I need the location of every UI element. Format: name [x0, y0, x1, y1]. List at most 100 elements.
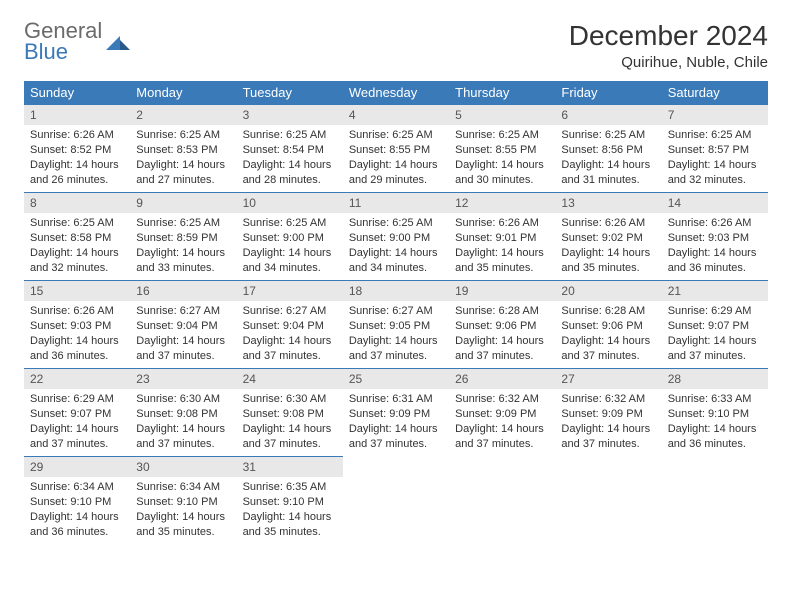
sunrise-line: Sunrise: 6:27 AM [243, 304, 337, 319]
daylight-line: Daylight: 14 hours and 37 minutes. [349, 422, 443, 452]
sunset-line: Sunset: 9:02 PM [561, 231, 655, 246]
calendar-cell-empty [555, 457, 661, 545]
sunset-line: Sunset: 9:03 PM [30, 319, 124, 334]
sunset-line: Sunset: 9:07 PM [30, 407, 124, 422]
daylight-line: Daylight: 14 hours and 35 minutes. [455, 246, 549, 276]
sunrise-line: Sunrise: 6:25 AM [668, 128, 762, 143]
day-number: 10 [237, 193, 343, 213]
daylight-line: Daylight: 14 hours and 37 minutes. [349, 334, 443, 364]
sunset-line: Sunset: 9:00 PM [349, 231, 443, 246]
day-number: 20 [555, 281, 661, 301]
day-number: 21 [662, 281, 768, 301]
sunrise-line: Sunrise: 6:25 AM [561, 128, 655, 143]
calendar-cell: 20Sunrise: 6:28 AMSunset: 9:06 PMDayligh… [555, 281, 661, 369]
day-number: 30 [130, 457, 236, 477]
sunrise-line: Sunrise: 6:25 AM [136, 216, 230, 231]
sunset-line: Sunset: 9:04 PM [243, 319, 337, 334]
sunset-line: Sunset: 9:05 PM [349, 319, 443, 334]
weekday-header: Monday [130, 81, 236, 105]
day-content: Sunrise: 6:26 AMSunset: 9:03 PMDaylight:… [24, 301, 130, 367]
calendar-cell: 16Sunrise: 6:27 AMSunset: 9:04 PMDayligh… [130, 281, 236, 369]
daylight-line: Daylight: 14 hours and 37 minutes. [455, 334, 549, 364]
sunrise-line: Sunrise: 6:29 AM [30, 392, 124, 407]
sunset-line: Sunset: 8:53 PM [136, 143, 230, 158]
day-number: 17 [237, 281, 343, 301]
sunrise-line: Sunrise: 6:35 AM [243, 480, 337, 495]
daylight-line: Daylight: 14 hours and 37 minutes. [561, 422, 655, 452]
calendar-cell: 13Sunrise: 6:26 AMSunset: 9:02 PMDayligh… [555, 193, 661, 281]
sunrise-line: Sunrise: 6:25 AM [243, 216, 337, 231]
calendar-cell: 17Sunrise: 6:27 AMSunset: 9:04 PMDayligh… [237, 281, 343, 369]
day-content: Sunrise: 6:33 AMSunset: 9:10 PMDaylight:… [662, 389, 768, 455]
day-number: 27 [555, 369, 661, 389]
sunrise-line: Sunrise: 6:25 AM [349, 128, 443, 143]
daylight-line: Daylight: 14 hours and 36 minutes. [30, 510, 124, 540]
day-content: Sunrise: 6:25 AMSunset: 8:53 PMDaylight:… [130, 125, 236, 191]
sunset-line: Sunset: 9:10 PM [243, 495, 337, 510]
day-content: Sunrise: 6:34 AMSunset: 9:10 PMDaylight:… [24, 477, 130, 543]
day-number: 8 [24, 193, 130, 213]
day-number: 23 [130, 369, 236, 389]
weekday-header: Tuesday [237, 81, 343, 105]
day-number: 12 [449, 193, 555, 213]
day-number: 1 [24, 105, 130, 125]
day-content: Sunrise: 6:28 AMSunset: 9:06 PMDaylight:… [555, 301, 661, 367]
daylight-line: Daylight: 14 hours and 35 minutes. [561, 246, 655, 276]
daylight-line: Daylight: 14 hours and 29 minutes. [349, 158, 443, 188]
daylight-line: Daylight: 14 hours and 27 minutes. [136, 158, 230, 188]
sunset-line: Sunset: 9:08 PM [136, 407, 230, 422]
day-content: Sunrise: 6:25 AMSunset: 8:56 PMDaylight:… [555, 125, 661, 191]
calendar-cell: 23Sunrise: 6:30 AMSunset: 9:08 PMDayligh… [130, 369, 236, 457]
calendar-row: 1Sunrise: 6:26 AMSunset: 8:52 PMDaylight… [24, 105, 768, 193]
day-number: 3 [237, 105, 343, 125]
sunrise-line: Sunrise: 6:25 AM [349, 216, 443, 231]
sunset-line: Sunset: 9:10 PM [136, 495, 230, 510]
calendar-cell: 26Sunrise: 6:32 AMSunset: 9:09 PMDayligh… [449, 369, 555, 457]
sunrise-line: Sunrise: 6:34 AM [30, 480, 124, 495]
weekday-header: Wednesday [343, 81, 449, 105]
sunrise-line: Sunrise: 6:33 AM [668, 392, 762, 407]
day-content: Sunrise: 6:25 AMSunset: 8:55 PMDaylight:… [449, 125, 555, 191]
sunrise-line: Sunrise: 6:29 AM [668, 304, 762, 319]
daylight-line: Daylight: 14 hours and 26 minutes. [30, 158, 124, 188]
weekday-header: Sunday [24, 81, 130, 105]
sunset-line: Sunset: 9:09 PM [561, 407, 655, 422]
sunset-line: Sunset: 9:03 PM [668, 231, 762, 246]
day-content: Sunrise: 6:34 AMSunset: 9:10 PMDaylight:… [130, 477, 236, 543]
weekday-header-row: Sunday Monday Tuesday Wednesday Thursday… [24, 81, 768, 105]
day-number: 29 [24, 457, 130, 477]
daylight-line: Daylight: 14 hours and 33 minutes. [136, 246, 230, 276]
day-content: Sunrise: 6:32 AMSunset: 9:09 PMDaylight:… [449, 389, 555, 455]
weekday-header: Saturday [662, 81, 768, 105]
day-number: 31 [237, 457, 343, 477]
sunset-line: Sunset: 9:01 PM [455, 231, 549, 246]
calendar-table: Sunday Monday Tuesday Wednesday Thursday… [24, 81, 768, 545]
sunrise-line: Sunrise: 6:30 AM [243, 392, 337, 407]
location: Quirihue, Nuble, Chile [569, 54, 768, 71]
day-content: Sunrise: 6:30 AMSunset: 9:08 PMDaylight:… [237, 389, 343, 455]
sunrise-line: Sunrise: 6:26 AM [455, 216, 549, 231]
calendar-cell: 29Sunrise: 6:34 AMSunset: 9:10 PMDayligh… [24, 457, 130, 545]
day-number: 7 [662, 105, 768, 125]
daylight-line: Daylight: 14 hours and 32 minutes. [668, 158, 762, 188]
day-number: 14 [662, 193, 768, 213]
day-number: 24 [237, 369, 343, 389]
logo-text-blue: Blue [24, 41, 102, 63]
day-number: 19 [449, 281, 555, 301]
sunrise-line: Sunrise: 6:26 AM [668, 216, 762, 231]
calendar-cell: 4Sunrise: 6:25 AMSunset: 8:55 PMDaylight… [343, 105, 449, 193]
sunset-line: Sunset: 9:09 PM [455, 407, 549, 422]
sunrise-line: Sunrise: 6:28 AM [455, 304, 549, 319]
day-content: Sunrise: 6:29 AMSunset: 9:07 PMDaylight:… [24, 389, 130, 455]
sunset-line: Sunset: 9:09 PM [349, 407, 443, 422]
day-number: 4 [343, 105, 449, 125]
day-content: Sunrise: 6:26 AMSunset: 8:52 PMDaylight:… [24, 125, 130, 191]
daylight-line: Daylight: 14 hours and 34 minutes. [349, 246, 443, 276]
daylight-line: Daylight: 14 hours and 37 minutes. [136, 334, 230, 364]
day-content: Sunrise: 6:25 AMSunset: 8:54 PMDaylight:… [237, 125, 343, 191]
day-content: Sunrise: 6:26 AMSunset: 9:01 PMDaylight:… [449, 213, 555, 279]
calendar-cell: 3Sunrise: 6:25 AMSunset: 8:54 PMDaylight… [237, 105, 343, 193]
sunrise-line: Sunrise: 6:26 AM [561, 216, 655, 231]
sunrise-line: Sunrise: 6:27 AM [136, 304, 230, 319]
day-content: Sunrise: 6:25 AMSunset: 9:00 PMDaylight:… [237, 213, 343, 279]
